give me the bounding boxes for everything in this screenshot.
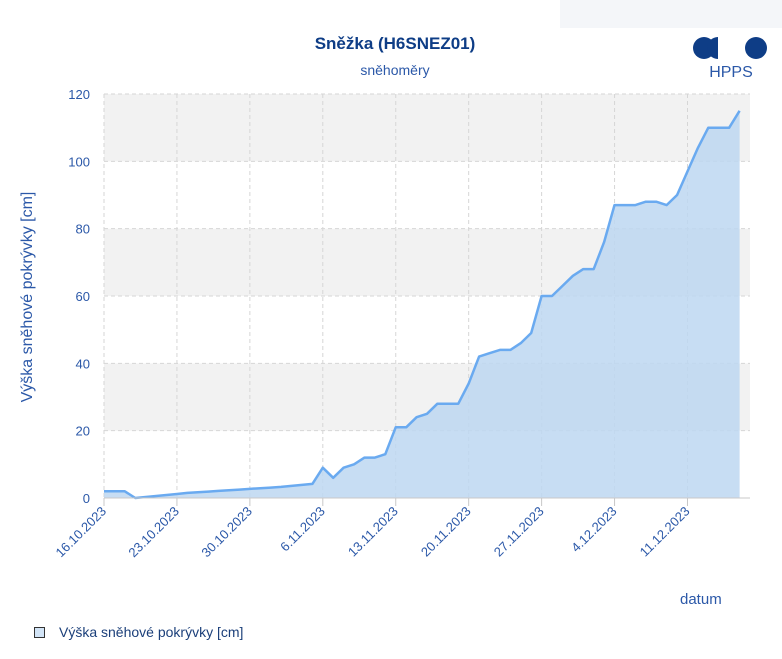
hpps-logo: HPPS [688,34,774,90]
logo-mark-icon [693,37,767,59]
x-tick-label: 23.10.2023 [125,504,182,561]
corner-shade [560,0,782,28]
x-tick-label: 16.10.2023 [52,504,109,561]
x-axis-ticks: 16.10.2023 23.10.2023 30.10.2023 6.11.2023 1… [52,498,693,561]
chart-subtitle: sněhoměry [360,62,430,78]
x-tick-label: 30.10.2023 [198,504,255,561]
y-tick-label: 60 [76,289,90,304]
chart-title: Sněžka (H6SNEZ01) [314,34,476,53]
x-tick-label: 20.11.2023 [418,504,474,560]
series-area [104,110,740,499]
y-tick-label: 80 [76,222,90,237]
legend[interactable]: Výška sněhové pokrývky [cm] [34,624,243,640]
y-tick-label: 20 [76,424,90,439]
legend-swatch [34,626,45,638]
logo-circle-right-icon [745,37,767,59]
x-tick-label: 11.12.2023 [637,504,693,560]
x-tick-label: 6.11.2023 [277,504,328,555]
logo-text: HPPS [709,64,753,81]
y-tick-label: 120 [68,87,90,102]
logo-half-circle-icon [707,37,718,59]
y-tick-label: 100 [68,154,90,169]
x-axis-label: datum [680,591,722,608]
y-axis-label: Výška sněhové pokrývky [cm] [19,191,36,403]
plot-band [104,94,750,162]
legend-label: Výška sněhové pokrývky [cm] [59,624,244,640]
x-tick-label: 4.12.2023 [568,504,620,556]
y-tick-label: 40 [76,356,90,371]
y-axis-ticks: 0 20 40 60 80 100 120 [68,87,90,506]
series-line [104,110,741,500]
x-tick-label: 13.11.2023 [345,504,401,560]
x-tick-label: 27.11.2023 [491,504,547,560]
y-tick-label: 0 [83,491,90,506]
